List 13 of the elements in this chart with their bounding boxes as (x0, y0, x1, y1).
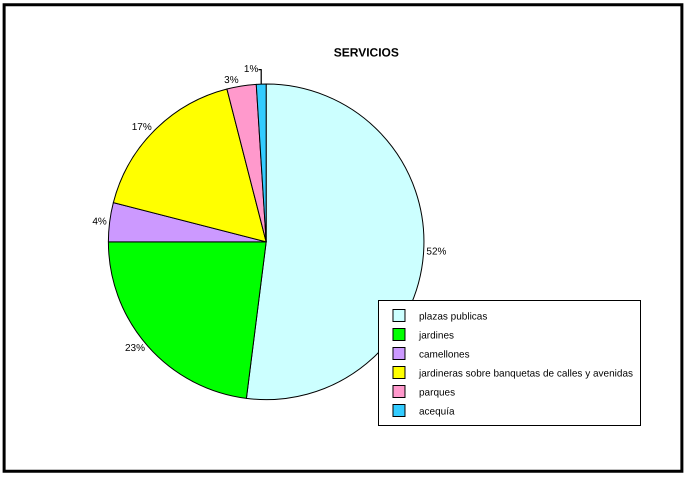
chart-title: SERVICIOS (334, 46, 399, 60)
legend-label: camellones (418, 349, 470, 360)
data-label: 1% (244, 64, 258, 76)
legend-label: jardineras sobre banquetas de calles y avenidas (418, 368, 634, 380)
legend-label: acequía (418, 406, 456, 418)
data-label: 17% (132, 122, 152, 134)
legend-label: jardines (418, 330, 454, 342)
data-label: 3% (224, 75, 239, 86)
data-label: 52% (426, 246, 447, 258)
legend-label: plazas publicas (418, 311, 488, 322)
data-label: 23% (124, 343, 146, 354)
data-label: 4% (92, 216, 107, 228)
legend-label: parques (418, 387, 456, 398)
